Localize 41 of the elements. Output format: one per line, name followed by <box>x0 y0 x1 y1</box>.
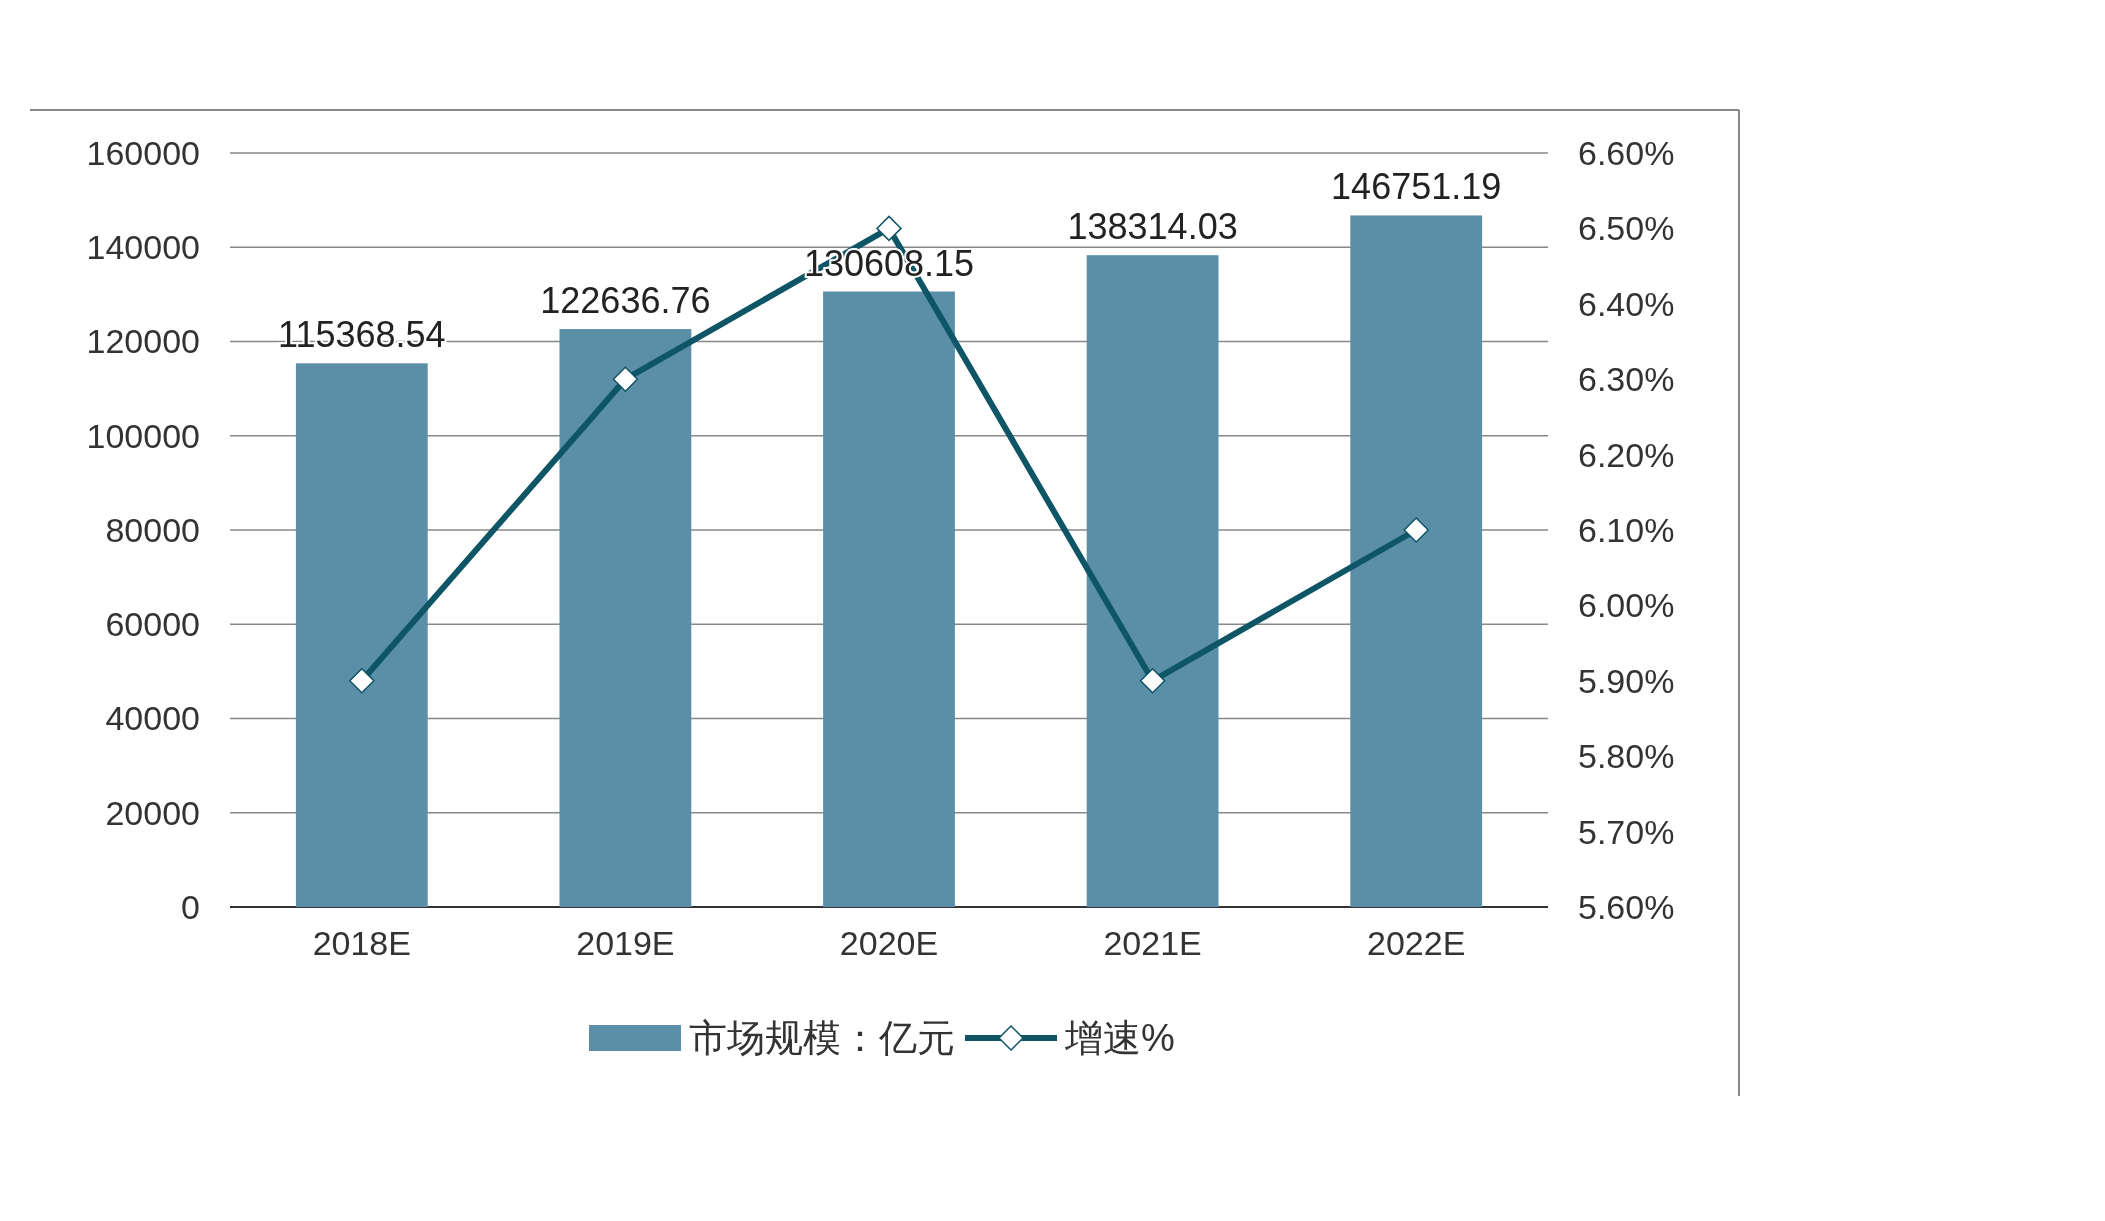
y2-tick-label: 6.00% <box>1578 586 1675 625</box>
y-tick-label: 20000 <box>105 793 200 832</box>
data-label: 146751.19 <box>1331 166 1502 208</box>
point <box>1139 668 1166 694</box>
y2-tick-label: 5.90% <box>1578 661 1675 700</box>
bar <box>559 329 692 907</box>
point <box>349 668 375 694</box>
y2-tick-label: 6.40% <box>1578 284 1675 323</box>
bar <box>295 363 428 907</box>
y2-tick-label: 6.20% <box>1578 435 1675 474</box>
x-tick-label: 2021E <box>1103 924 1202 962</box>
legend-label: 市场规模：亿元 <box>689 1017 955 1060</box>
x-tick-label: 2018E <box>312 924 411 962</box>
y2-tick-label: 6.50% <box>1578 209 1675 248</box>
y-tick-label: 120000 <box>86 322 200 361</box>
y-tick-label: 140000 <box>86 228 200 267</box>
legend-label: 增速% <box>1064 1017 1175 1060</box>
bar <box>1350 215 1483 907</box>
data-label: 122636.76 <box>540 280 711 322</box>
y2-tick-label: 6.30% <box>1578 360 1675 399</box>
y-tick-label: 40000 <box>105 699 200 738</box>
point <box>876 215 902 242</box>
x-tick-label: 2020E <box>839 924 939 962</box>
y-tick-label: 0 <box>181 887 200 926</box>
y2-tick-label: 5.80% <box>1578 737 1675 776</box>
y2-tick-label: 5.70% <box>1578 812 1675 851</box>
bar <box>823 291 955 907</box>
point <box>1403 517 1429 543</box>
y-tick-label: 60000 <box>105 605 200 644</box>
data-label: 115368.54 <box>278 314 446 356</box>
x-tick-label: 2022E <box>1367 924 1466 962</box>
y-tick-label: 160000 <box>86 133 200 172</box>
y2-tick-label: 5.60% <box>1578 887 1675 926</box>
x-tick-label: 2019E <box>576 924 675 962</box>
y-tick-label: 100000 <box>86 416 200 455</box>
data-label: 138314.03 <box>1067 206 1238 248</box>
point <box>612 366 639 392</box>
y2-tick-label: 6.60% <box>1578 133 1675 172</box>
y-tick-label: 80000 <box>105 510 200 549</box>
y2-tick-label: 6.10% <box>1578 510 1675 549</box>
bar <box>1086 255 1219 907</box>
